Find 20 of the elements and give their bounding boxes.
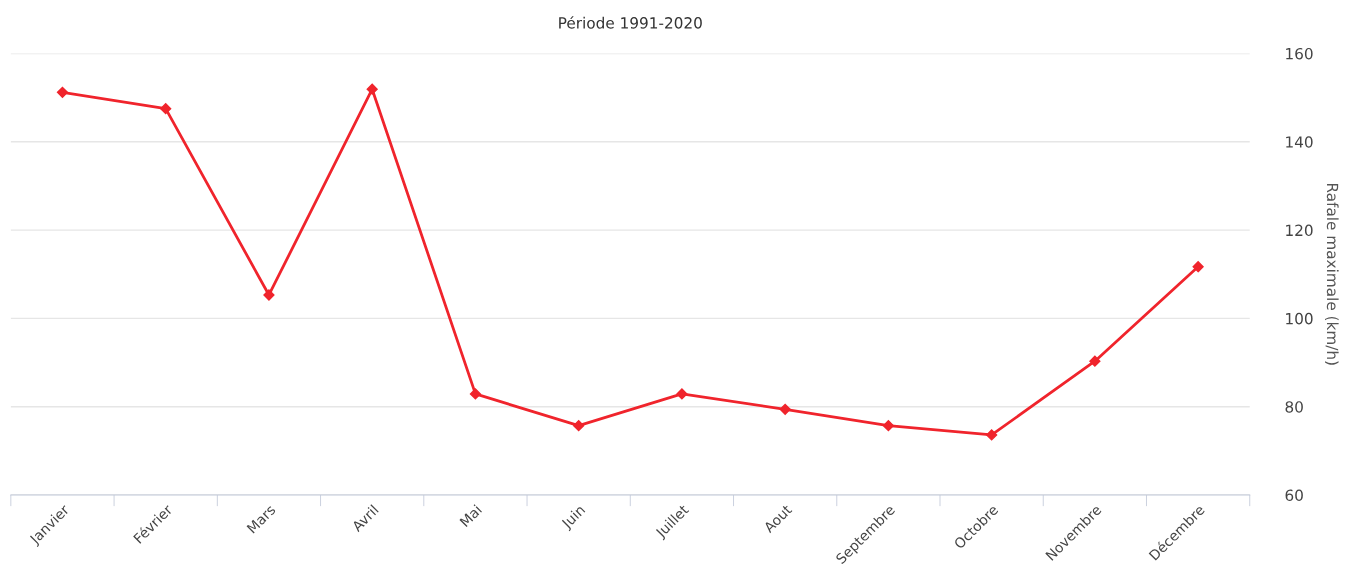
point (986, 429, 998, 441)
point (366, 83, 378, 95)
point (160, 103, 172, 115)
point (469, 388, 482, 400)
y-axis-title: Rafale maximale (km/h) (1325, 183, 1339, 365)
x-tick-label: Mai (459, 504, 483, 528)
y-tick-label: 60 (1285, 489, 1303, 502)
point (882, 420, 894, 432)
y-tick-label: 100 (1286, 312, 1313, 325)
y-tick-label: 80 (1285, 401, 1303, 413)
y-tick-label: 140 (1286, 136, 1313, 148)
point (573, 420, 585, 432)
y-tick-label: 160 (1286, 47, 1313, 60)
point (56, 86, 69, 98)
point (1089, 355, 1101, 367)
y-tick-label: 120 (1286, 224, 1313, 237)
point (779, 403, 791, 415)
point (676, 388, 688, 400)
chart-title: Période 1991-2020 (559, 16, 702, 29)
point (1192, 261, 1204, 273)
